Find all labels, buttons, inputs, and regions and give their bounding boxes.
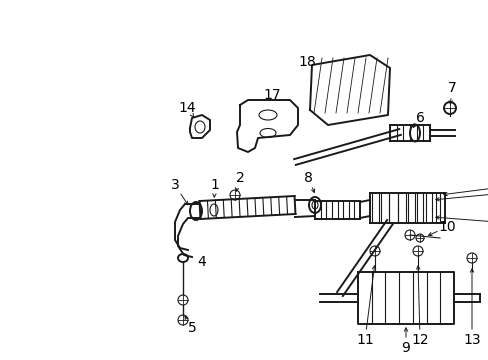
Text: 5: 5 xyxy=(187,321,196,335)
Text: 3: 3 xyxy=(170,178,179,192)
Text: 10: 10 xyxy=(437,220,455,234)
Text: 2: 2 xyxy=(235,171,244,185)
Text: 14: 14 xyxy=(178,101,195,115)
Text: 13: 13 xyxy=(462,333,480,347)
Polygon shape xyxy=(237,100,297,152)
Text: 12: 12 xyxy=(410,333,428,347)
Text: 4: 4 xyxy=(197,255,206,269)
Text: 7: 7 xyxy=(447,81,455,95)
Text: 11: 11 xyxy=(355,333,373,347)
Text: 6: 6 xyxy=(415,111,424,125)
Text: 9: 9 xyxy=(401,341,409,355)
Polygon shape xyxy=(309,55,389,125)
Text: 18: 18 xyxy=(298,55,315,69)
Polygon shape xyxy=(357,272,453,324)
Text: 1: 1 xyxy=(210,178,219,192)
Text: 17: 17 xyxy=(263,88,280,102)
Text: 8: 8 xyxy=(303,171,312,185)
